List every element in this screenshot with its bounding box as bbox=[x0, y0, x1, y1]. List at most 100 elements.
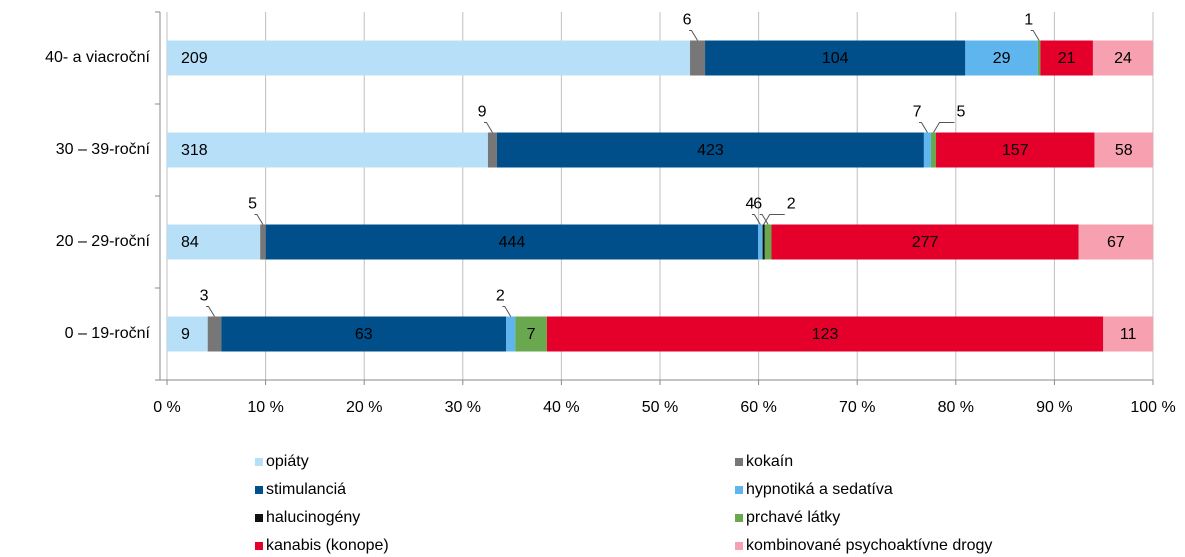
data-label: 104 bbox=[822, 50, 849, 67]
bar-segment bbox=[546, 316, 1104, 352]
bar-segment bbox=[167, 40, 691, 76]
legend-label: prchavé látky bbox=[746, 509, 840, 526]
bar-segment bbox=[265, 224, 759, 260]
y-tick-label: 20 – 29-roční bbox=[56, 233, 151, 250]
legend-label: opiáty bbox=[266, 453, 309, 470]
data-label: 29 bbox=[993, 50, 1011, 67]
data-label: 277 bbox=[912, 234, 939, 251]
legend-label: stimulanciá bbox=[266, 481, 346, 498]
bar-segment bbox=[705, 40, 966, 76]
bar-segment bbox=[1092, 40, 1153, 76]
x-tick-label: 40 % bbox=[543, 399, 579, 416]
legend-swatch bbox=[735, 514, 743, 522]
legend-swatch bbox=[735, 486, 743, 494]
data-label: 123 bbox=[812, 326, 839, 343]
data-label: 1 bbox=[1024, 12, 1033, 29]
data-label: 2 bbox=[496, 288, 505, 305]
data-label: 24 bbox=[1114, 50, 1132, 67]
x-tick-label: 80 % bbox=[938, 399, 974, 416]
leader-line bbox=[689, 30, 698, 41]
leader-line bbox=[933, 122, 955, 133]
y-tick-label: 40- a viacroční bbox=[45, 49, 150, 66]
bar-segment bbox=[936, 132, 1095, 168]
leader-line bbox=[759, 214, 769, 225]
legend-label: kokaín bbox=[746, 453, 793, 470]
data-label: 423 bbox=[697, 142, 724, 159]
leader-line bbox=[1030, 30, 1040, 41]
y-tick-label: 0 – 19-roční bbox=[65, 325, 151, 342]
bar-segment bbox=[207, 316, 222, 352]
bar-segment bbox=[1037, 40, 1041, 76]
legend-swatch bbox=[735, 542, 743, 550]
data-label: 6 bbox=[753, 196, 762, 213]
bar-segment bbox=[930, 132, 937, 168]
data-label: 9 bbox=[181, 326, 190, 343]
data-label: 7 bbox=[527, 326, 536, 343]
leader-line bbox=[919, 122, 928, 133]
bar-segment bbox=[758, 224, 763, 260]
legend-label: kombinované psychoaktívne drogy bbox=[746, 537, 992, 554]
bar-segment bbox=[1094, 132, 1153, 168]
data-label: 444 bbox=[499, 234, 526, 251]
bar-segment bbox=[690, 40, 706, 76]
data-label: 67 bbox=[1107, 234, 1125, 251]
bar-segment bbox=[506, 316, 516, 352]
bar-segment bbox=[965, 40, 1038, 76]
legend-label: kanabis (konope) bbox=[266, 537, 389, 554]
data-label: 84 bbox=[181, 234, 199, 251]
x-tick-label: 0 % bbox=[153, 399, 181, 416]
leader-line bbox=[484, 122, 493, 133]
bar-segment bbox=[1078, 224, 1153, 260]
x-tick-label: 90 % bbox=[1036, 399, 1072, 416]
bar-segment bbox=[923, 132, 931, 168]
x-tick-label: 60 % bbox=[740, 399, 776, 416]
bar-segment bbox=[487, 132, 498, 168]
bar-segment bbox=[497, 132, 924, 168]
data-label: 58 bbox=[1115, 142, 1133, 159]
x-tick-label: 70 % bbox=[839, 399, 875, 416]
data-label: 3 bbox=[200, 288, 209, 305]
x-tick-label: 50 % bbox=[642, 399, 678, 416]
data-label: 63 bbox=[355, 326, 373, 343]
data-label: 209 bbox=[181, 50, 208, 67]
bar-segment bbox=[167, 132, 488, 168]
data-label: 11 bbox=[1120, 326, 1137, 343]
bar-segment bbox=[1103, 316, 1153, 352]
legend-label: hypnotiká a sedatíva bbox=[746, 481, 893, 498]
data-label: 4 bbox=[746, 196, 755, 213]
legend-swatch bbox=[255, 458, 263, 466]
bar-segment bbox=[764, 224, 772, 260]
data-label: 6 bbox=[683, 12, 692, 29]
legend-swatch bbox=[255, 542, 263, 550]
legend-label: halucinogény bbox=[266, 509, 360, 526]
bar-segment bbox=[167, 224, 261, 260]
y-tick-label: 30 – 39-roční bbox=[56, 141, 151, 158]
x-tick-label: 30 % bbox=[445, 399, 481, 416]
data-label: 318 bbox=[181, 142, 208, 159]
data-label: 2 bbox=[787, 196, 796, 213]
bar-segment bbox=[167, 316, 208, 352]
data-label: 9 bbox=[478, 104, 487, 121]
legend-swatch bbox=[255, 486, 263, 494]
x-tick-label: 10 % bbox=[247, 399, 283, 416]
bar-segment bbox=[1040, 40, 1093, 76]
bar-segment bbox=[515, 316, 547, 352]
data-label: 5 bbox=[956, 104, 965, 121]
legend-swatch bbox=[735, 458, 743, 466]
leader-line bbox=[502, 306, 512, 317]
leader-line bbox=[751, 214, 761, 225]
data-label: 21 bbox=[1058, 50, 1076, 67]
leader-line bbox=[254, 214, 264, 225]
data-label: 7 bbox=[913, 104, 922, 121]
leader-line bbox=[206, 306, 215, 317]
x-tick-label: 20 % bbox=[346, 399, 382, 416]
bar-segment bbox=[771, 224, 1079, 260]
data-label: 5 bbox=[248, 196, 257, 213]
bar-segment bbox=[221, 316, 507, 352]
legend-swatch bbox=[255, 514, 263, 522]
data-label: 157 bbox=[1002, 142, 1029, 159]
bar-segment bbox=[762, 224, 765, 260]
x-tick-label: 100 % bbox=[1130, 399, 1175, 416]
bar-segment bbox=[260, 224, 266, 260]
